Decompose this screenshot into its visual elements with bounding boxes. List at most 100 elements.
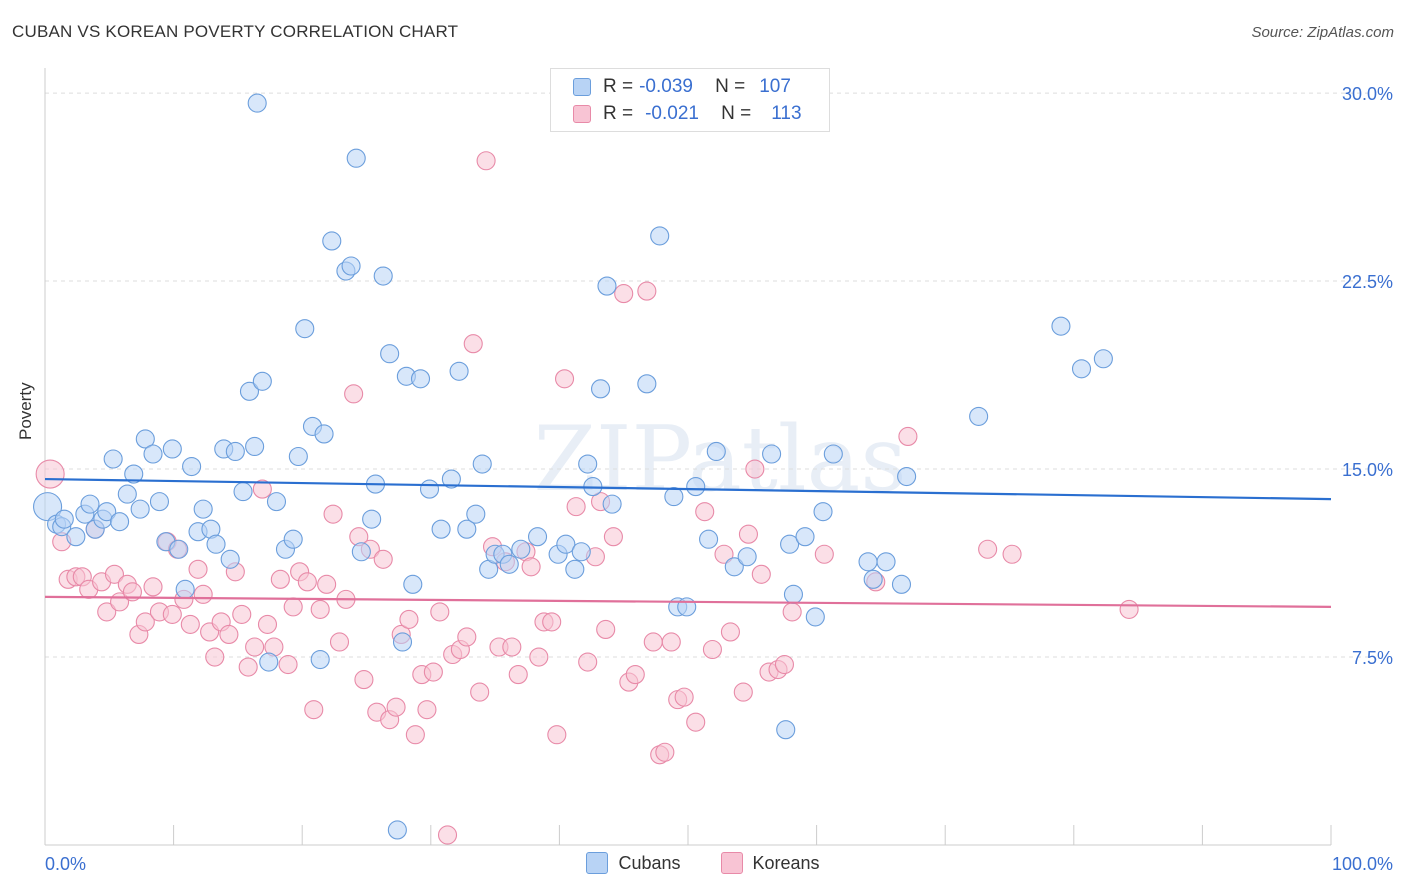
legend-item-koreans[interactable]: Koreans: [720, 852, 820, 874]
cuban-point: [373, 266, 393, 286]
korean-point: [329, 632, 350, 652]
koreans-legend-swatch: [720, 852, 743, 874]
cuban-point: [823, 444, 843, 464]
cubans-trend-line: [44, 477, 1332, 501]
r-label: R =: [603, 103, 634, 124]
korean-point: [782, 602, 802, 622]
cuban-point: [805, 607, 825, 627]
korean-point: [745, 459, 765, 479]
cuban-point: [511, 539, 531, 559]
cuban-point: [876, 552, 896, 572]
cuban-point: [565, 559, 585, 579]
cuban-point: [795, 527, 815, 547]
korean-point: [898, 426, 918, 446]
cuban-point: [135, 429, 155, 449]
cuban-point: [677, 597, 697, 617]
korean-point: [554, 369, 575, 389]
cuban-point: [341, 256, 361, 276]
korean-point: [978, 539, 998, 559]
korean-point: [405, 725, 425, 745]
cuban-point: [103, 449, 123, 469]
korean-point: [257, 614, 278, 634]
korean-point: [323, 504, 343, 524]
korean-point: [193, 584, 213, 604]
korean-point: [278, 654, 298, 675]
korean-point: [310, 599, 330, 619]
cuban-point: [252, 371, 272, 391]
cuban-point: [247, 93, 267, 113]
cuban-point: [54, 509, 74, 529]
cuban-point: [310, 649, 330, 670]
cuban-point: [969, 406, 989, 426]
korean-point: [476, 151, 496, 171]
cuban-point: [737, 547, 757, 567]
cuban-point: [441, 469, 461, 489]
cuban-point: [387, 820, 407, 840]
korean-point: [97, 602, 117, 622]
cuban-point: [762, 444, 782, 464]
series-legend: Cubans Koreans: [0, 852, 1406, 874]
korean-point: [566, 497, 586, 517]
korean-point: [297, 572, 317, 592]
korean-point: [205, 647, 225, 667]
korean-point: [738, 524, 758, 544]
cuban-point: [602, 494, 622, 514]
legend-label-cubans: Cubans: [618, 852, 681, 873]
korean-point: [502, 637, 522, 657]
cubans-legend-swatch: [586, 852, 609, 874]
cuban-point: [466, 504, 486, 524]
korean-point: [521, 557, 541, 577]
cuban-point: [233, 482, 253, 502]
korean-point: [695, 502, 715, 522]
cuban-point: [858, 552, 878, 572]
korean-point: [245, 637, 265, 657]
korean-point: [751, 564, 771, 584]
cuban-point: [97, 502, 117, 522]
cuban-point: [130, 499, 150, 519]
korean-point: [143, 577, 163, 597]
legend-item-cubans[interactable]: Cubans: [586, 852, 681, 874]
cuban-point: [419, 479, 440, 499]
koreans-trend-line: [44, 595, 1332, 608]
korean-point: [270, 569, 290, 589]
cuban-point: [322, 231, 342, 251]
cuban-point: [1071, 359, 1092, 379]
korean-point: [180, 614, 200, 634]
korean-point: [104, 564, 124, 584]
korean-point: [304, 700, 324, 720]
korean-point: [252, 479, 272, 499]
cuban-point: [457, 519, 477, 539]
korean-point: [417, 700, 437, 720]
korean-point: [542, 612, 562, 632]
korean-point: [399, 609, 419, 629]
korean-point: [283, 597, 303, 617]
cuban-point: [66, 527, 86, 547]
korean-point: [463, 334, 483, 354]
cuban-point: [351, 542, 371, 562]
cuban-point: [403, 574, 423, 594]
cuban-point: [362, 509, 382, 529]
cuban-point: [266, 492, 287, 512]
cuban-point: [431, 519, 451, 539]
cuban-point: [110, 512, 130, 532]
r-value-koreans: -0.021: [645, 103, 699, 124]
cuban-point: [283, 529, 303, 549]
cuban-point: [499, 554, 519, 574]
korean-point: [655, 742, 675, 762]
y-tick-label: 15.0%: [1342, 460, 1393, 480]
cuban-point: [699, 529, 719, 549]
korean-point: [437, 825, 458, 845]
cuban-point: [449, 361, 469, 381]
cuban-point: [783, 584, 804, 604]
korean-point: [344, 384, 364, 404]
korean-point: [1002, 544, 1022, 564]
cuban-point: [637, 374, 657, 394]
korean-point: [470, 682, 490, 702]
cuban-point: [776, 720, 796, 740]
cuban-point: [780, 534, 800, 554]
n-label: N =: [715, 76, 746, 97]
cuban-point: [117, 484, 137, 504]
cuban-point: [169, 539, 189, 559]
korean-point: [354, 670, 374, 690]
